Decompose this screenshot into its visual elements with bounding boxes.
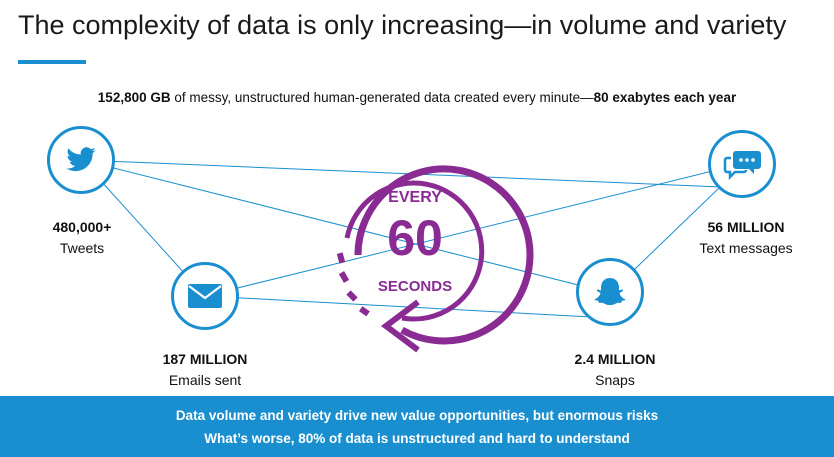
texts-label: Text messages: [699, 240, 793, 256]
texts-node: [708, 130, 776, 198]
tweets-stat: 480,000+ Tweets: [42, 219, 122, 256]
snaps-stat: 2.4 MILLION Snaps: [555, 351, 675, 388]
clock-inner-arc: [344, 180, 485, 322]
subtitle-tail: 80 exabytes each year: [593, 90, 737, 105]
clock-outer-arc: [354, 165, 534, 345]
emails-stat: 187 MILLION Emails sent: [145, 351, 265, 388]
footer-banner: Data volume and variety drive new value …: [0, 396, 834, 457]
ghost-icon: [594, 278, 626, 305]
clock-number: 60: [387, 210, 443, 266]
title-underline: [18, 60, 86, 64]
tweets-value: 480,000+: [52, 219, 112, 235]
footer-line-1: Data volume and variety drive new value …: [175, 408, 659, 423]
snaps-label: Snaps: [595, 372, 635, 388]
clock-top-text: EVERY: [388, 189, 442, 206]
twitter-bird-icon: [66, 147, 96, 172]
clock-bottom-text: SECONDS: [377, 278, 453, 295]
footer-line-2: What’s worse, 80% of data is unstructure…: [204, 431, 630, 446]
emails-value: 187 MILLION: [162, 351, 248, 367]
page-title: The complexity of data is only increasin…: [18, 10, 787, 40]
snaps-value: 2.4 MILLION: [574, 351, 656, 367]
emails-label: Emails sent: [168, 372, 242, 388]
snaps-node: [576, 258, 644, 326]
emails-node: [171, 262, 239, 330]
connector-emails-texts: [204, 162, 746, 297]
texts-value: 56 MILLION: [707, 219, 785, 235]
tweets-node: [47, 126, 115, 194]
tweets-label: Tweets: [59, 240, 105, 256]
clock-arrow: [344, 165, 534, 353]
subtitle-lead: 152,800 GB: [97, 90, 171, 105]
envelope-icon: [188, 284, 222, 308]
clock-arrowhead: [381, 299, 420, 353]
subtitle: 152,800 GB of messy, unstructured human-…: [0, 90, 834, 105]
texts-stat: 56 MILLION Text messages: [686, 219, 806, 256]
chat-bubbles-icon: [723, 151, 761, 181]
connector-tweets-snaps: [81, 159, 611, 294]
subtitle-middle: of messy, unstructured human-generated d…: [170, 90, 594, 105]
clock-dashes: [336, 252, 370, 317]
